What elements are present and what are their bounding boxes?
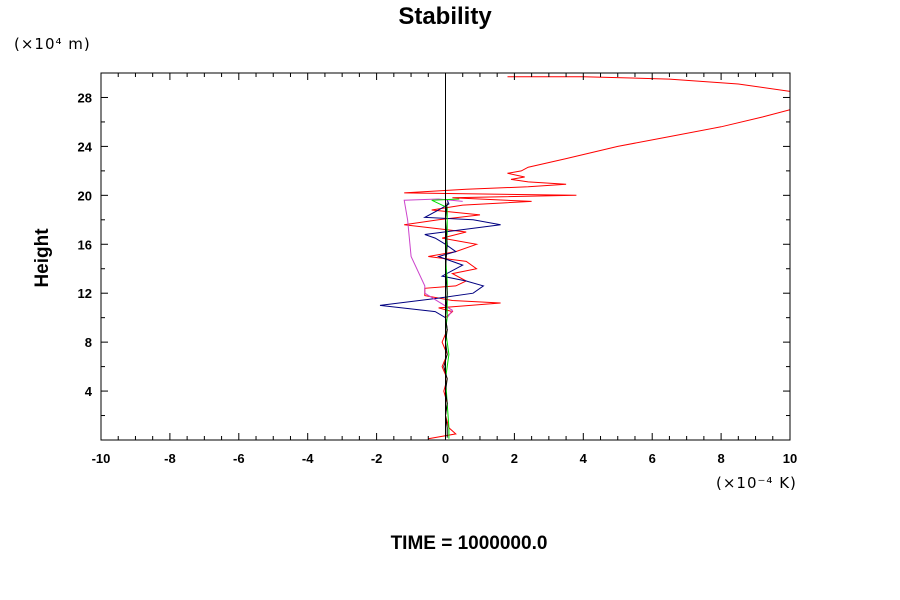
x-tick-label: 8 xyxy=(717,451,724,466)
x-tick-label: 4 xyxy=(580,451,588,466)
y-tick-label: 12 xyxy=(78,286,92,301)
y-tick-label: 8 xyxy=(85,335,92,350)
x-tick-label: 10 xyxy=(783,451,797,466)
chart-title: Stability xyxy=(398,3,492,30)
x-tick-label: 0 xyxy=(442,451,449,466)
y-tick-label: 24 xyxy=(78,139,93,154)
series-line-4 xyxy=(403,198,463,318)
series-line-6 xyxy=(443,202,448,438)
series-line-1 xyxy=(404,109,790,440)
y-tick-label: 20 xyxy=(78,188,92,203)
data-series-group xyxy=(379,73,790,440)
x-tick-label: 6 xyxy=(649,451,656,466)
series-line-3 xyxy=(379,199,501,330)
x-tick-label: 2 xyxy=(511,451,518,466)
series-line-2 xyxy=(507,76,790,92)
x-tick-label: -6 xyxy=(233,451,245,466)
y-tick-label: 28 xyxy=(78,90,92,105)
x-tick-label: -4 xyxy=(302,451,314,466)
x-tick-label: -8 xyxy=(164,451,176,466)
x-tick-label: -2 xyxy=(371,451,383,466)
x-tick-label: -10 xyxy=(92,451,111,466)
y-tick-label: 4 xyxy=(85,384,93,399)
x-unit-label: (×10⁻⁴ K) xyxy=(716,474,797,492)
time-footer: TIME = 1000000.0 xyxy=(391,533,548,554)
y-axis-label: Height xyxy=(32,228,53,288)
y-unit-label: (×10⁴ m) xyxy=(14,35,91,53)
y-tick-label: 16 xyxy=(78,237,92,252)
